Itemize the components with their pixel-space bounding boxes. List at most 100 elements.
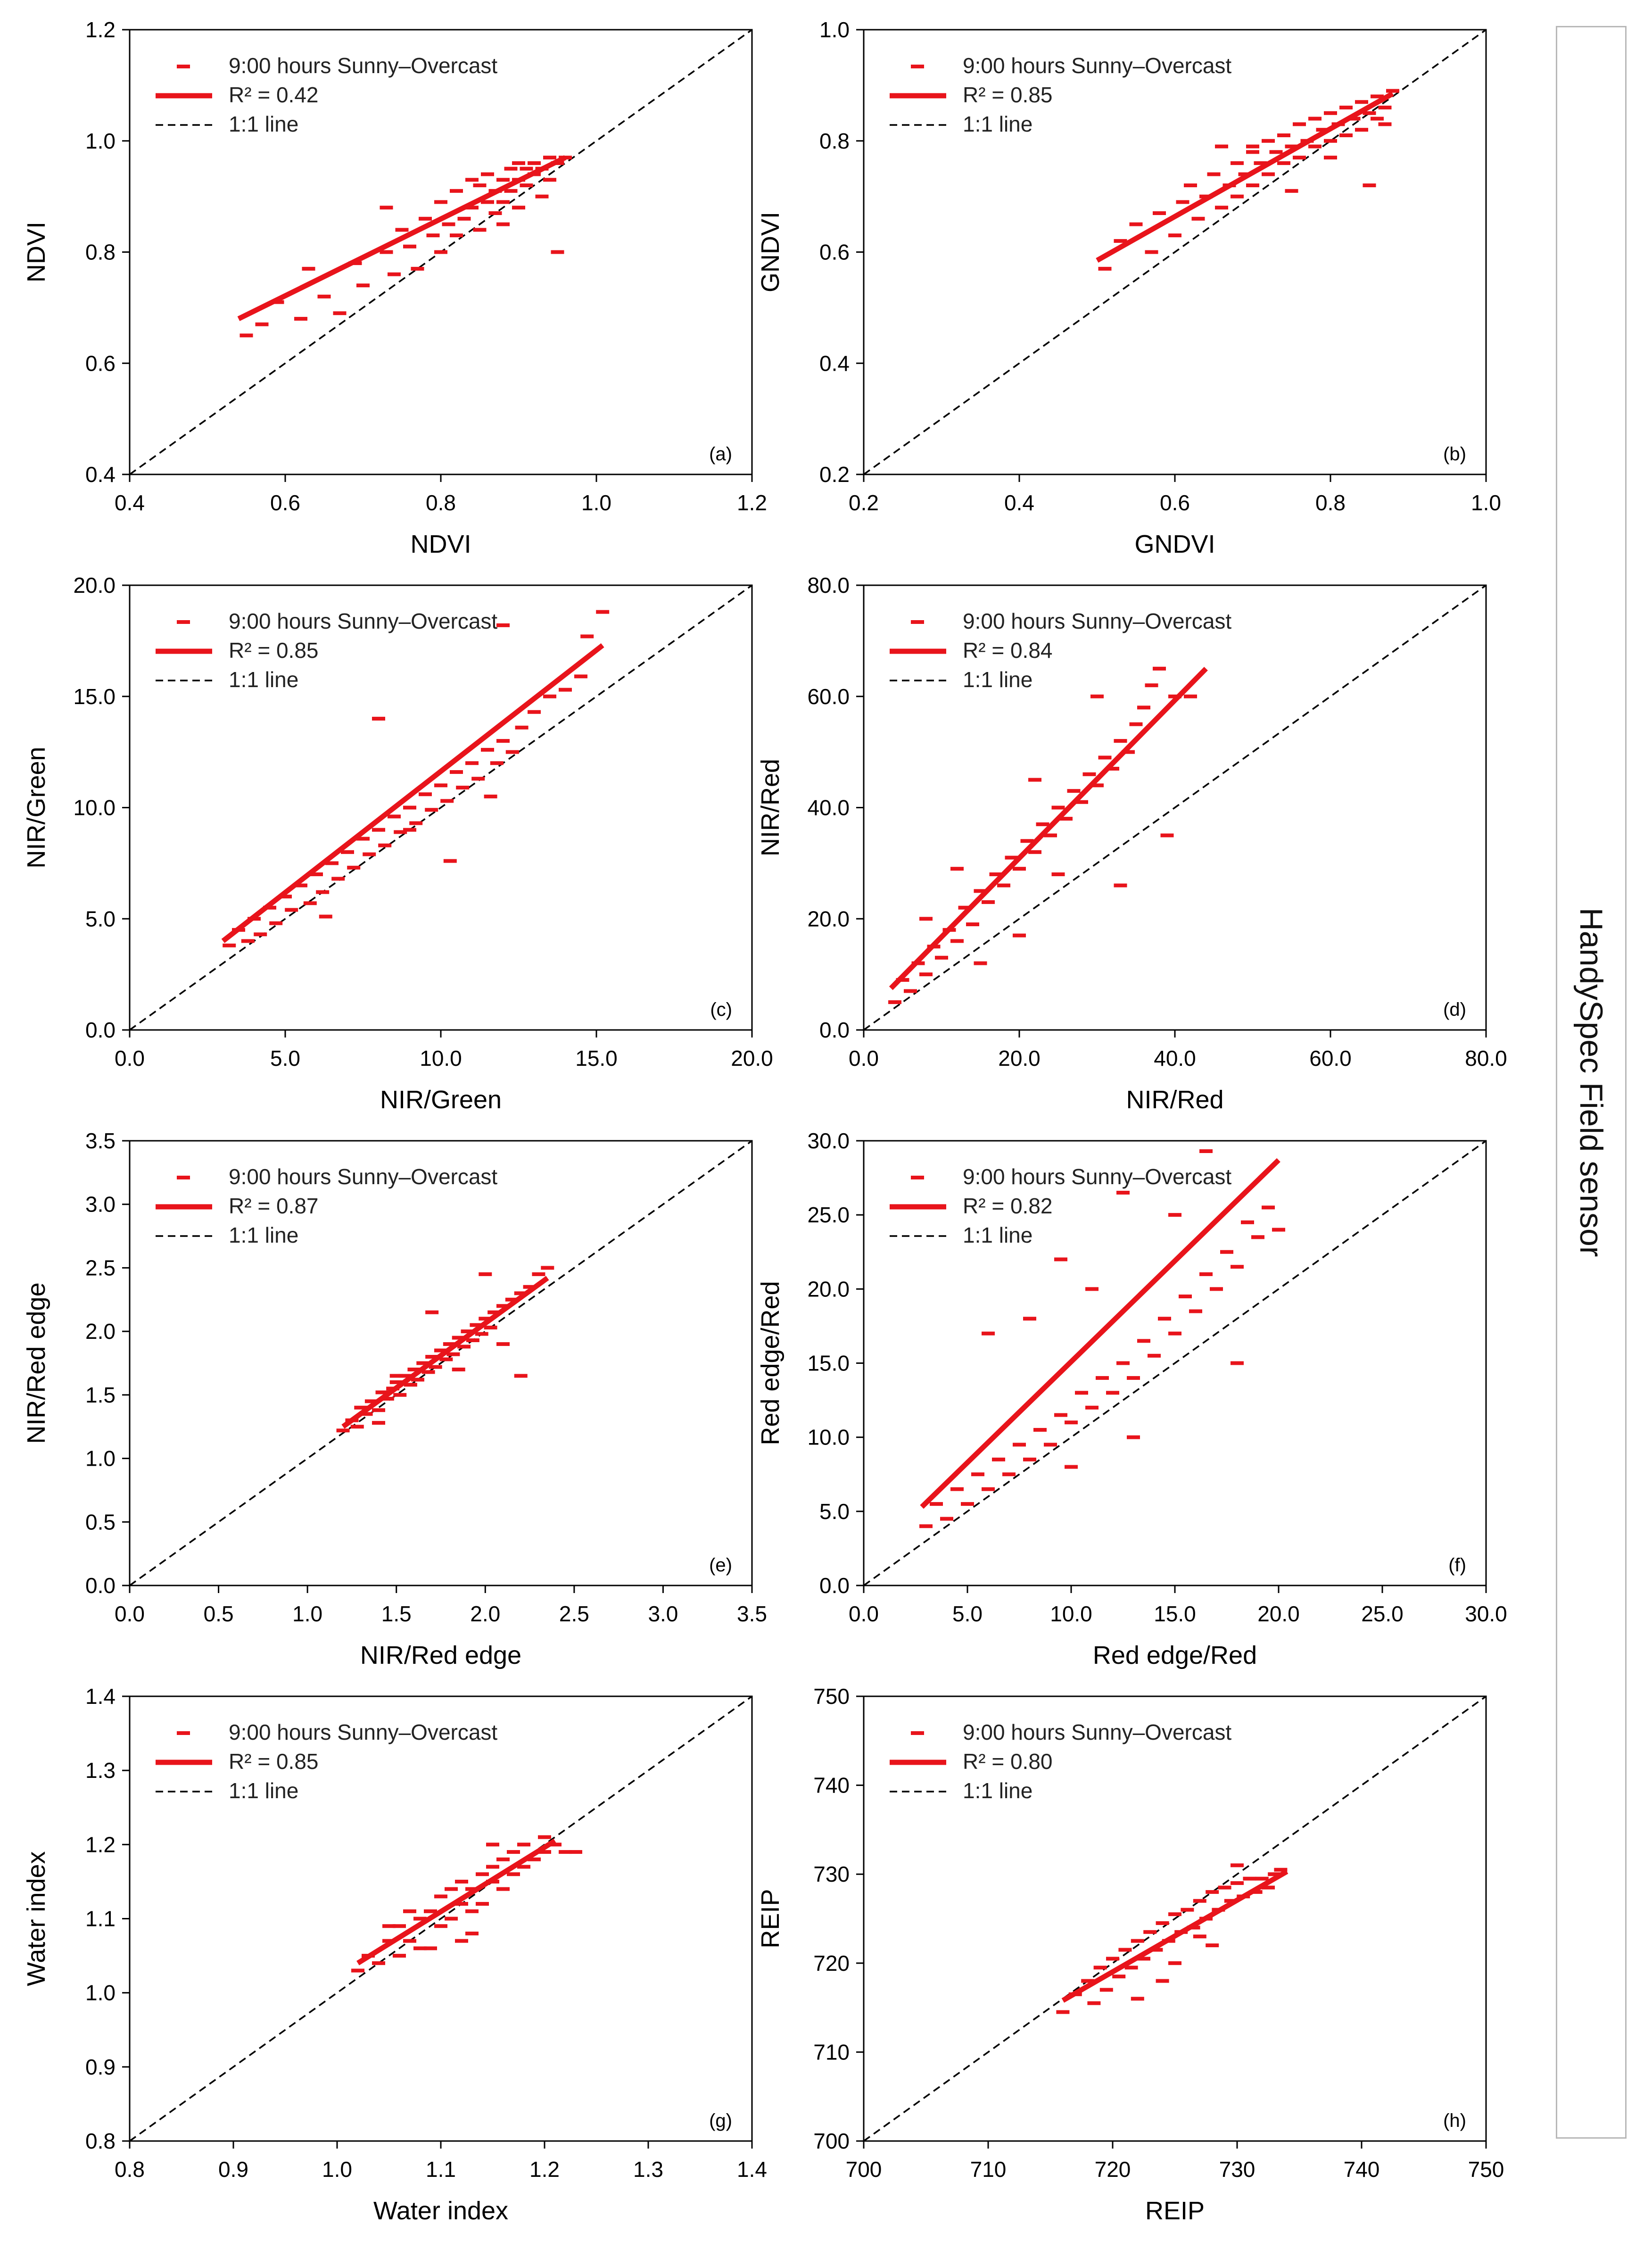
chart-d-data-point — [1168, 694, 1181, 698]
chart-g-y-axis-title: Water index — [22, 1851, 50, 1986]
chart-h-legend-marker-points — [911, 1731, 924, 1735]
chart-b-data-point — [1324, 111, 1337, 115]
chart-c-data-point — [505, 750, 519, 754]
chart-f-data-point — [1116, 1361, 1130, 1365]
chart-c-data-point — [356, 837, 370, 841]
chart-g-data-point — [455, 1939, 468, 1943]
chart-d-y-axis-title: NIR/Red — [756, 759, 785, 856]
chart-f-data-point — [1210, 1287, 1223, 1291]
chart-a-data-point — [255, 322, 269, 326]
chart-c-y-tick-label: 15.0 — [73, 684, 116, 709]
chart-e-data-point — [425, 1355, 439, 1359]
chart-h-legend-entry: 9:00 hours Sunny–Overcast — [963, 1720, 1231, 1744]
chart-f-data-point — [1065, 1465, 1078, 1469]
chart-c-legend-entry: 9:00 hours Sunny–Overcast — [229, 609, 497, 633]
chart-g-y-tick-label: 1.4 — [85, 1684, 116, 1709]
chart-e-x-tick-label: 3.5 — [737, 1602, 767, 1626]
chart-h-panel-label: (h) — [1443, 2110, 1466, 2131]
chart-b-data-point — [1339, 106, 1353, 110]
chart-d-data-point — [1075, 800, 1088, 804]
chart-c-x-tick-label: 15.0 — [575, 1046, 618, 1071]
chart-g-data-point — [351, 1968, 364, 1973]
chart-b-y-tick-label: 0.4 — [819, 351, 850, 375]
chart-d-data-point — [997, 883, 1010, 888]
chart-g-data-point — [507, 1850, 520, 1854]
chart-a-data-point — [356, 283, 370, 288]
chart-b-data-point — [1386, 89, 1399, 93]
chart-f-data-point — [1054, 1257, 1067, 1262]
chart-b-data-point — [1231, 194, 1244, 199]
chart-h-data-point — [1243, 1876, 1256, 1881]
chart-b-data-point — [1168, 233, 1181, 238]
chart-a-data-point — [419, 216, 432, 221]
chart-b-data-point — [1363, 183, 1376, 188]
chart-f-y-tick-label: 0.0 — [819, 1573, 850, 1598]
chart-c-data-point — [331, 877, 345, 881]
chart-d-data-point — [1020, 839, 1034, 843]
chart-b-data-point — [1184, 183, 1197, 188]
chart-d-data-point — [1106, 766, 1119, 771]
chart-e-data-point — [404, 1383, 417, 1387]
chart-h-data-point — [1168, 1961, 1181, 1965]
chart-f-data-point — [1085, 1405, 1099, 1410]
chart-d-panel-label: (d) — [1443, 999, 1466, 1020]
chart-f-data-point — [950, 1487, 964, 1491]
chart-f-panel-label: (f) — [1448, 1555, 1466, 1576]
chart-f-x-tick-label: 20.0 — [1257, 1602, 1300, 1626]
chart-h-data-point — [1112, 1975, 1126, 1979]
chart-h-regression-line — [1061, 1869, 1289, 2003]
chart-c-data-point — [372, 828, 385, 832]
chart-b-data-point — [1262, 139, 1275, 143]
chart-c-x-axis-title: NIR/Green — [380, 1086, 502, 1114]
chart-c-data-point — [425, 808, 438, 812]
chart-d-one-to-one-line — [864, 585, 1486, 1030]
chart-h-data-point — [1137, 1957, 1150, 1961]
chart-f-data-point — [1231, 1361, 1244, 1365]
chart-f-data-point — [1179, 1295, 1192, 1299]
chart-d-y-tick-label: 0.0 — [819, 1018, 850, 1042]
chart-c-data-point — [269, 921, 283, 925]
chart-h-y-axis-title: REIP — [756, 1889, 785, 1948]
chart-d-y-tick-label: 20.0 — [807, 906, 850, 931]
chart-f-data-point — [1013, 1443, 1026, 1447]
chart-d-data-point — [1122, 750, 1135, 754]
chart-b-data-point — [1191, 216, 1205, 221]
chart-h-data-point — [1274, 1868, 1288, 1872]
chart-h-data-point — [1087, 2001, 1101, 2005]
chart-c-data-point — [294, 883, 307, 888]
chart-e-data-point — [389, 1374, 403, 1378]
chart-f-data-point — [1168, 1331, 1181, 1336]
chart-f-x-tick-label: 30.0 — [1465, 1602, 1507, 1626]
chart-a-data-point — [481, 200, 494, 204]
chart-g-data-point — [434, 1894, 447, 1899]
chart-a-data-point — [302, 266, 315, 271]
chart-e-data-point — [350, 1425, 364, 1429]
chart-f-data-point — [1272, 1228, 1285, 1232]
chart-g-legend-entry: 9:00 hours Sunny–Overcast — [229, 1720, 497, 1744]
chart-b-data-point — [1308, 116, 1322, 121]
chart-f-data-point — [1127, 1435, 1140, 1439]
chart-f-y-tick-label: 30.0 — [807, 1129, 850, 1153]
chart-g-data-point — [486, 1865, 499, 1869]
chart-g-data-point — [465, 1909, 479, 1913]
chart-g-data-point — [559, 1850, 572, 1854]
chart-a-data-point — [512, 206, 525, 210]
chart-a-y-tick-label: 0.8 — [85, 240, 116, 265]
chart-c-data-point — [372, 716, 385, 721]
chart-f-x-tick-label: 25.0 — [1361, 1602, 1404, 1626]
chart-d-data-point — [1090, 694, 1104, 698]
chart-c-data-point — [574, 674, 587, 679]
chart-c-data-point — [316, 890, 330, 894]
chart-e-x-tick-label: 0.5 — [204, 1602, 234, 1626]
chart-f-y-tick-label: 25.0 — [807, 1203, 850, 1227]
chart-d-legend-marker-points — [911, 620, 924, 624]
chart-h-plot-frame — [863, 1695, 1487, 2142]
chart-f-data-point — [982, 1487, 995, 1491]
chart-g-data-point — [517, 1865, 530, 1869]
chart-f-y-tick-label: 5.0 — [819, 1499, 850, 1524]
chart-e-data-point — [541, 1266, 554, 1270]
chart-d-x-tick-label: 60.0 — [1309, 1046, 1352, 1071]
chart-c-data-point — [303, 901, 317, 905]
chart-d-legend-entry: 9:00 hours Sunny–Overcast — [963, 609, 1231, 633]
chart-g-x-tick-label: 1.1 — [426, 2157, 456, 2182]
